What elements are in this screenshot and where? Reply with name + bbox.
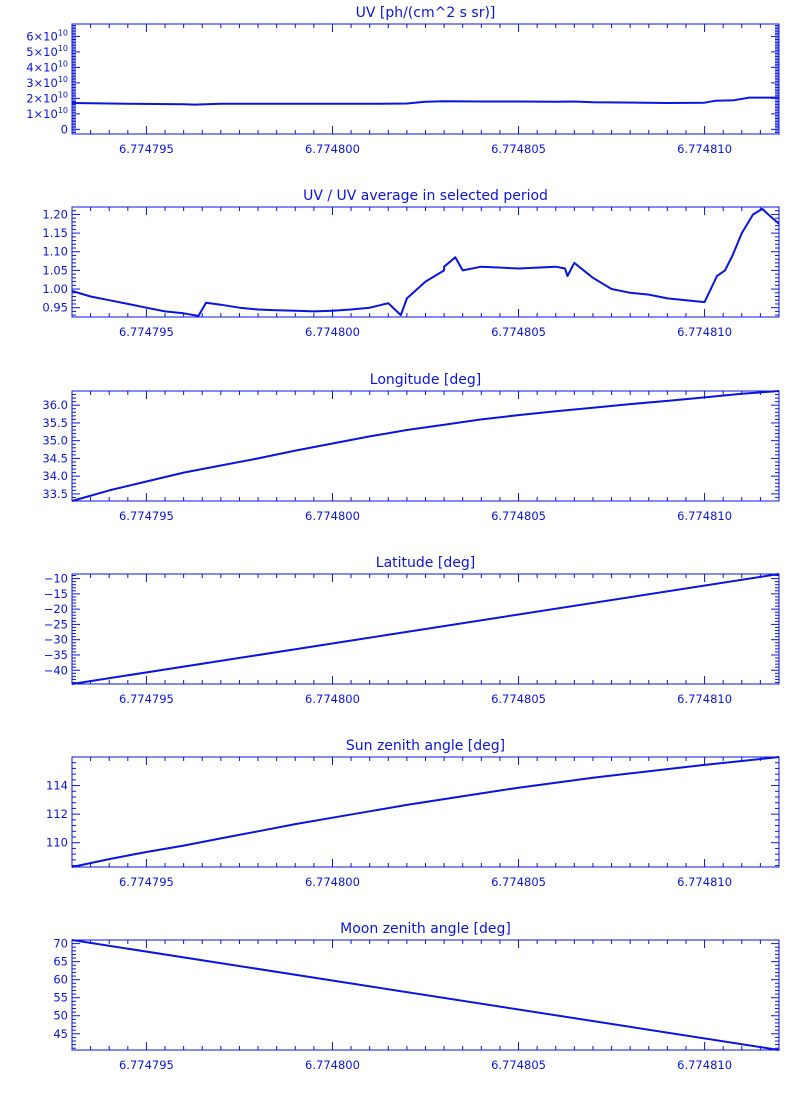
series-line (71, 96, 779, 106)
plot-frame (71, 756, 780, 868)
y-tick-label: 5×1010 (26, 44, 68, 59)
y-tick-label: 50 (53, 1009, 68, 1023)
y-tick-label: 1.15 (42, 226, 68, 240)
y-tick-label: 3×1010 (26, 75, 68, 90)
y-tick-label: 35.5 (42, 416, 68, 430)
panel-title: Moon zenith angle [deg] (340, 921, 511, 937)
panel-title: UV [ph/(cm^2 s sr)] (356, 5, 496, 21)
y-tick-label: 35.0 (42, 434, 68, 448)
x-tick-label: 6.774800 (305, 1058, 360, 1072)
y-tick-label: 1×1010 (26, 106, 68, 121)
series-line (71, 573, 780, 685)
x-tick-label: 6.774805 (491, 1058, 546, 1072)
y-tick-label: −25 (44, 617, 68, 631)
panel-5: Sun zenith angle [deg] 6.774795 6.774800 6.… (46, 738, 780, 889)
y-tick-label: 0.95 (42, 301, 68, 315)
panel-2: UV / UV average in selected period 6.7747… (42, 188, 780, 339)
x-tick-label: 6.774810 (677, 875, 732, 889)
panel-title: Longitude [deg] (370, 372, 481, 388)
y-tick-label: 60 (53, 973, 68, 987)
x-tick-label: 6.774810 (677, 509, 732, 523)
panel-4: Latitude [deg] 6.774795 6.774800 6.774805 6.… (44, 555, 780, 706)
panel-6: Moon zenith angle [deg] 6.774795 6.774800 6… (53, 921, 780, 1072)
y-tick-label: −40 (44, 663, 68, 677)
y-tick-label: 70 (53, 937, 68, 951)
x-tick-label: 6.774800 (305, 142, 360, 156)
y-tick-label: 1.00 (42, 282, 68, 296)
y-tick-label: 1.20 (42, 207, 68, 221)
y-tick-label: 1.10 (42, 245, 68, 259)
series-line (71, 390, 780, 502)
x-tick-label: 6.774800 (305, 325, 360, 339)
x-tick-label: 6.774805 (491, 692, 546, 706)
panel-title: Sun zenith angle [deg] (346, 738, 505, 754)
y-tick-label: 45 (53, 1027, 68, 1041)
y-tick-label: 34.0 (42, 469, 68, 483)
y-tick-label: 33.5 (42, 487, 68, 501)
x-tick-label: 6.774805 (491, 509, 546, 523)
y-tick-label: 114 (46, 779, 68, 793)
panel-1: UV [ph/(cm^2 s sr)] 6.774795 6.774800 6.774… (26, 5, 780, 156)
x-tick-label: 6.774800 (305, 875, 360, 889)
y-tick-label: −15 (44, 587, 68, 601)
series-line (71, 756, 780, 868)
y-tick-label: 6×1010 (26, 28, 68, 43)
y-tick-label: 1.05 (42, 263, 68, 277)
y-tick-label: 65 (53, 955, 68, 969)
x-tick-label: 6.774810 (677, 1058, 732, 1072)
plot-frame (71, 206, 780, 318)
y-tick-label: 110 (46, 836, 68, 850)
x-tick-label: 6.774795 (119, 875, 174, 889)
plot-frame (71, 390, 780, 502)
y-tick-label: −10 (44, 572, 68, 586)
x-tick-label: 6.774795 (119, 509, 174, 523)
x-tick-label: 6.774805 (491, 875, 546, 889)
y-tick-label: 0 (61, 122, 68, 136)
series-line (71, 939, 780, 1051)
x-tick-label: 6.774795 (119, 325, 174, 339)
x-tick-label: 6.774810 (677, 692, 732, 706)
panel-title: Latitude [deg] (376, 555, 475, 571)
y-tick-label: 112 (46, 807, 68, 821)
y-tick-label: −35 (44, 648, 68, 662)
x-tick-label: 6.774805 (491, 325, 546, 339)
y-tick-label: 4×1010 (26, 59, 68, 74)
panel-title: UV / UV average in selected period (303, 188, 548, 204)
y-tick-label: −20 (44, 602, 68, 616)
y-tick-label: −30 (44, 633, 68, 647)
x-tick-label: 6.774810 (677, 325, 732, 339)
y-tick-label: 34.5 (42, 451, 68, 465)
panel-3: Longitude [deg] 6.774795 6.774800 6.774805 6… (42, 372, 780, 523)
y-tick-label: 55 (53, 991, 68, 1005)
x-tick-label: 6.774810 (677, 142, 732, 156)
x-tick-label: 6.774805 (491, 142, 546, 156)
plot-frame (71, 23, 780, 135)
y-tick-label: 2×1010 (26, 90, 68, 105)
series-line (71, 207, 780, 317)
x-tick-label: 6.774800 (305, 509, 360, 523)
x-tick-label: 6.774795 (119, 692, 174, 706)
x-tick-label: 6.774795 (119, 142, 174, 156)
x-tick-label: 6.774795 (119, 1058, 174, 1072)
x-tick-label: 6.774800 (305, 692, 360, 706)
y-tick-label: 36.0 (42, 398, 68, 412)
